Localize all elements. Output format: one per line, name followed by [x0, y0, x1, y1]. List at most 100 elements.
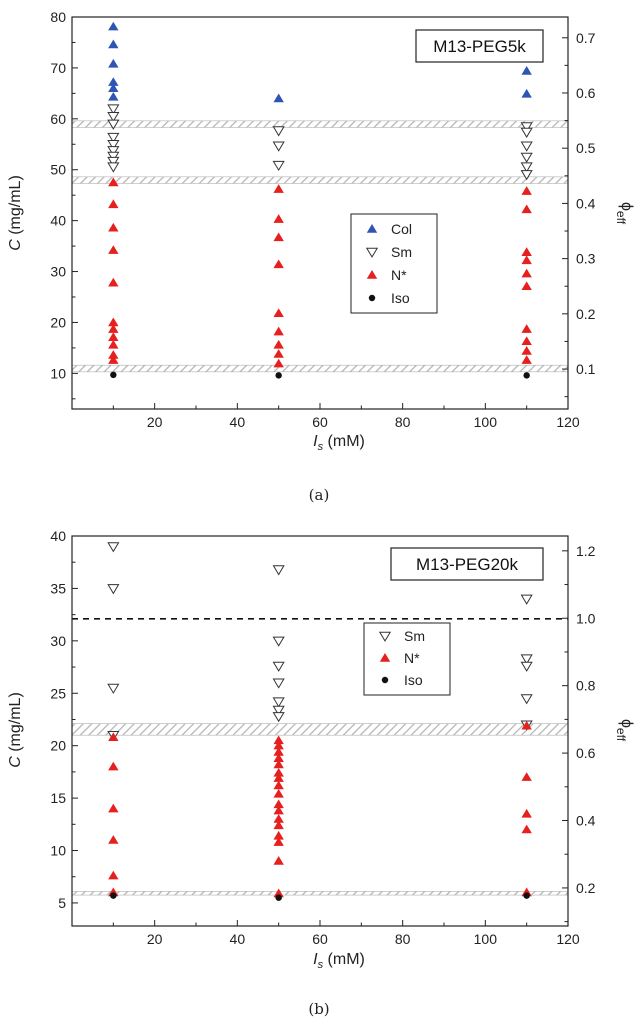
chart-b-y2label: ϕeff: [614, 719, 635, 742]
chart-b-point-nstar: [273, 780, 284, 790]
chart-a-point-nstar: [521, 355, 532, 364]
chart-a-y-tick-label: 40: [50, 213, 66, 229]
chart-a-y-tick-label: 10: [50, 365, 66, 381]
chart-a-title: M13-PEG5k: [433, 37, 526, 56]
chart-b-point-nstar: [108, 870, 119, 880]
chart-b-point-nstar: [273, 820, 284, 830]
chart-a-point-sm: [272, 126, 285, 137]
chart-a-point-col: [521, 88, 532, 98]
chart-b-point-nstar: [273, 799, 284, 809]
chart-a-point-nstar: [108, 350, 119, 359]
chart-a-point-sm: [520, 152, 533, 163]
chart-b-y-tick-label: 25: [50, 685, 66, 701]
chart-a-point-col: [108, 83, 119, 93]
chart-b-x-tick-label: 60: [312, 931, 328, 947]
chart-b-point-sm: [272, 565, 285, 576]
chart-a-x-tick-label: 20: [147, 414, 163, 430]
chart-a-ticks: 20 40 60 80 100 120 10 20 30 40 50 60 70 80 0.1 0.2 0.3 0…: [50, 9, 595, 430]
chart-a-point-sm: [107, 156, 120, 167]
chart-b-phase-boundary-band: [71, 891, 569, 896]
chart-a-y2-tick-label: 0.2: [576, 306, 596, 322]
chart-b-ylabel: C (mg/mL): [7, 692, 24, 768]
chart-a-title-box: M13-PEG5k: [415, 29, 544, 63]
chart-a-point-nstar: [273, 326, 284, 336]
chart-a-y-tick-label: 60: [50, 111, 66, 127]
chart-a-bands: [71, 120, 569, 373]
chart-a-y2-tick-label: 0.6: [576, 85, 596, 101]
chart-a-phase-boundary-band: [71, 176, 569, 184]
chart-b-caption: (b): [308, 1000, 329, 1018]
chart-b-point-iso: [275, 894, 282, 901]
chart-a-point-nstar: [273, 308, 284, 318]
chart-b-point-nstar: [521, 824, 532, 834]
chart-b-legend-marker-nstar: [379, 653, 391, 662]
chart-a-point-nstar: [108, 199, 119, 209]
chart-a-point-sm: [520, 170, 533, 181]
chart-a-point-sm: [107, 112, 120, 123]
chart-a-y-tick-label: 80: [50, 9, 66, 25]
chart-a-point-nstar: [521, 186, 532, 195]
chart-b-phase-boundary-band: [71, 723, 569, 736]
chart-b-y2-tick-label: 0.2: [576, 880, 596, 896]
chart-b-point-sm: [272, 661, 285, 672]
chart-b-point-nstar: [273, 805, 284, 815]
chart-b-point-iso: [523, 892, 530, 899]
chart-a-point-nstar: [108, 245, 119, 254]
chart-a-point-sm: [520, 122, 533, 133]
chart-a-point-col: [273, 93, 284, 103]
chart-b: 20 40 60 80 100 120 5 10 15 20 25 30 35 40 0.2 0.4 0.6 0.…: [7, 528, 635, 1018]
chart-a-point-sm: [272, 160, 285, 172]
chart-b-legend-label: Iso: [404, 672, 423, 688]
chart-a: 20 40 60 80 100 120 10 20 30 40 50 60 70 80 0.1 0.2 0.3 0…: [7, 9, 635, 504]
chart-b-point-nstar: [273, 773, 284, 782]
chart-a-y2-tick-label: 0.1: [576, 361, 596, 377]
chart-a-point-iso: [110, 371, 117, 379]
chart-b-y-tick-label: 30: [50, 633, 66, 649]
chart-a-point-nstar: [108, 317, 119, 327]
chart-b-x-tick-label: 40: [230, 931, 246, 947]
chart-a-legend-label: Sm: [391, 244, 412, 260]
chart-a-legend-marker-col: [366, 224, 378, 233]
chart-a-point-nstar: [108, 339, 119, 349]
chart-b-point-sm: [272, 636, 285, 647]
chart-b-point-sm: [520, 694, 533, 705]
chart-b-point-nstar: [521, 720, 532, 730]
chart-b-x-tick-label: 120: [556, 931, 580, 947]
chart-a-point-sm: [520, 162, 533, 173]
chart-a-x-tick-label: 120: [556, 414, 580, 430]
chart-a-x-tick-label: 100: [474, 414, 498, 430]
chart-a-point-nstar: [273, 184, 284, 193]
chart-a-y-tick-label: 30: [50, 264, 66, 280]
chart-a-x-tick-label: 40: [230, 414, 246, 430]
chart-b-point-nstar: [108, 835, 119, 844]
chart-a-ylabel: C (mg/mL): [7, 175, 24, 251]
chart-a-point-sm: [107, 162, 120, 173]
chart-b-y-tick-label: 35: [50, 580, 66, 596]
chart-b-legend-label: Sm: [404, 628, 425, 644]
chart-b-point-nstar: [108, 803, 119, 813]
chart-a-y-tick-label: 20: [50, 314, 66, 330]
chart-a-point-sm: [107, 119, 120, 130]
chart-a-y2-tick-label: 0.3: [576, 251, 596, 267]
chart-b-y2-tick-label: 1.2: [576, 543, 596, 559]
chart-a-legend-marker-nstar: [366, 270, 378, 279]
chart-b-legend-label: N*: [404, 650, 420, 666]
chart-b-point-sm: [520, 661, 533, 672]
chart-b-point-nstar: [273, 856, 284, 865]
chart-b-bands: [71, 618, 569, 896]
chart-b-y2-tick-label: 0.4: [576, 813, 596, 829]
chart-a-point-nstar: [108, 355, 119, 364]
chart-b-legend-frame: [363, 622, 451, 696]
chart-a-point-nstar: [273, 349, 284, 358]
chart-a-point-nstar: [521, 281, 532, 291]
chart-a-point-col: [521, 66, 532, 75]
chart-a-point-nstar: [521, 346, 532, 355]
chart-a-point-nstar: [108, 222, 119, 232]
chart-a-point-nstar: [273, 232, 284, 242]
chart-b-point-sm: [107, 542, 120, 553]
chart-a-point-nstar: [108, 324, 119, 333]
chart-b-y-tick-label: 40: [50, 528, 66, 544]
chart-a-point-sm: [272, 141, 285, 152]
chart-a-markers: [107, 21, 533, 379]
chart-a-legend-markers: [365, 224, 379, 302]
